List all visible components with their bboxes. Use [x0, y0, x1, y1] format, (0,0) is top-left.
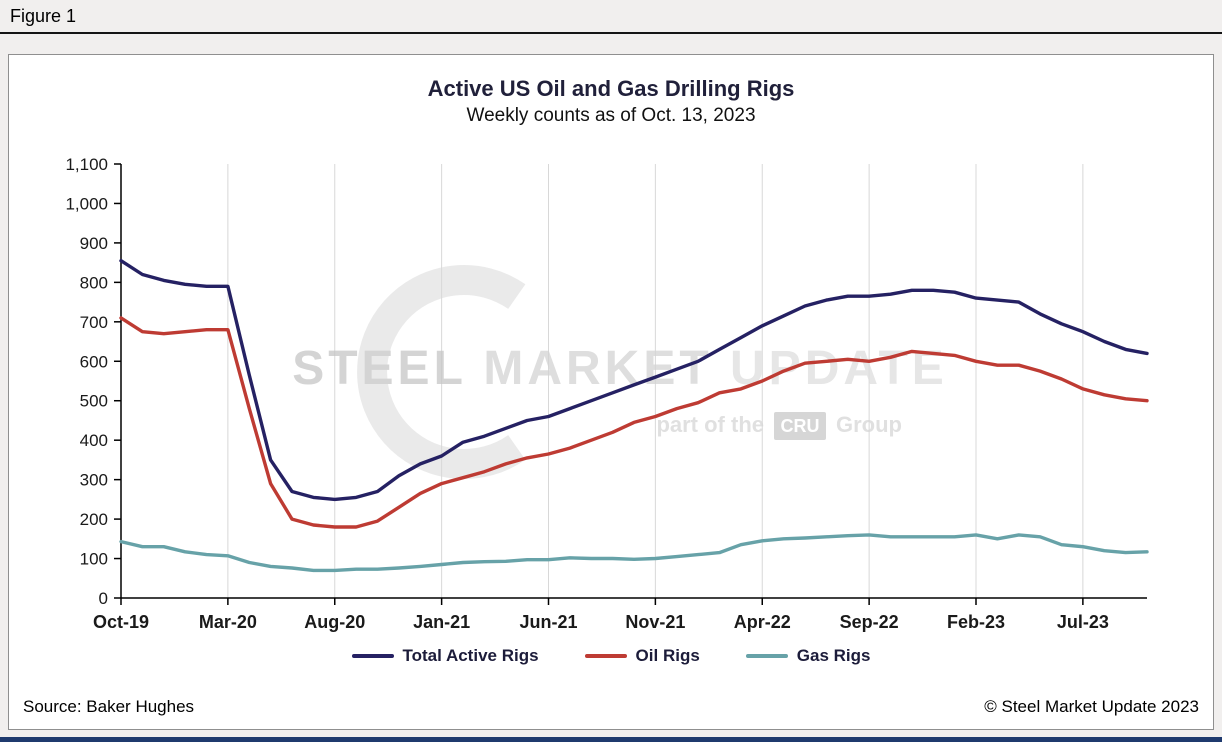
svg-text:700: 700	[80, 313, 108, 332]
series-line-0	[119, 259, 1149, 502]
svg-text:100: 100	[80, 550, 108, 569]
svg-text:Jun-21: Jun-21	[519, 612, 577, 632]
svg-text:Mar-20: Mar-20	[199, 612, 257, 632]
svg-text:Sep-22: Sep-22	[840, 612, 899, 632]
svg-text:Apr-22: Apr-22	[734, 612, 791, 632]
figure-label: Figure 1	[10, 5, 77, 26]
chart-title: Active US Oil and Gas Drilling Rigs	[427, 76, 795, 101]
legend-label: Total Active Rigs	[402, 646, 539, 665]
svg-text:Jul-23: Jul-23	[1057, 612, 1109, 632]
svg-text:Aug-20: Aug-20	[304, 612, 365, 632]
legend-swatch	[745, 654, 788, 658]
axes: 0 100 200 300 400 500 600 700 800 900 1,000 1,100 Oc…	[65, 155, 1147, 632]
svg-text:CRU: CRU	[781, 416, 820, 436]
svg-text:1,000: 1,000	[65, 194, 108, 213]
svg-text:500: 500	[80, 392, 108, 411]
svg-text:part of the: part of the	[656, 412, 764, 437]
chart-legend: Total Active Rigs Oil Rigs Gas Rigs	[351, 646, 871, 666]
figure-header: Figure 1	[0, 0, 1222, 34]
legend-item-gas-rigs: Gas Rigs	[745, 646, 871, 666]
svg-text:Group: Group	[836, 412, 902, 437]
legend-swatch	[584, 654, 627, 658]
gridlines	[120, 164, 1084, 598]
panel-footer: Source: Baker Hughes © Steel Market Upda…	[9, 691, 1213, 729]
svg-text:800: 800	[80, 273, 108, 292]
legend-label: Oil Rigs	[635, 646, 700, 665]
chart-subtitle: Weekly counts as of Oct. 13, 2023	[466, 105, 756, 126]
source-note: Source: Baker Hughes	[23, 697, 195, 716]
svg-text:1,100: 1,100	[65, 155, 108, 174]
svg-text:900: 900	[80, 234, 108, 253]
svg-text:0: 0	[99, 589, 108, 608]
legend-item-total-active-rigs: Total Active Rigs	[351, 646, 539, 666]
chart-panel: Active US Oil and Gas Drilling Rigs Week…	[8, 54, 1214, 730]
series-line-1	[119, 316, 1149, 529]
svg-text:600: 600	[80, 352, 108, 371]
copyright-note: © Steel Market Update 2023	[984, 697, 1199, 716]
svg-text:Nov-21: Nov-21	[625, 612, 685, 632]
svg-text:Jan-21: Jan-21	[413, 612, 470, 632]
svg-text:400: 400	[80, 431, 108, 450]
legend-swatch	[351, 654, 394, 658]
svg-text:Feb-23: Feb-23	[947, 612, 1005, 632]
svg-text:200: 200	[80, 510, 108, 529]
legend-item-oil-rigs: Oil Rigs	[584, 646, 700, 666]
svg-text:300: 300	[80, 471, 108, 490]
series-lines	[119, 259, 1149, 573]
series-line-2	[119, 533, 1149, 573]
legend-label: Gas Rigs	[796, 646, 871, 665]
watermark: STEEL MARKET UPDATE part of the CRU Group	[292, 265, 948, 479]
line-chart: STEEL MARKET UPDATE part of the CRU Group 0 1…	[65, 155, 1149, 632]
bottom-accent-bar	[0, 737, 1222, 742]
svg-text:STEEL MARKET UPDATE: STEEL MARKET UPDATE	[292, 342, 948, 395]
svg-text:Oct-19: Oct-19	[93, 612, 149, 632]
